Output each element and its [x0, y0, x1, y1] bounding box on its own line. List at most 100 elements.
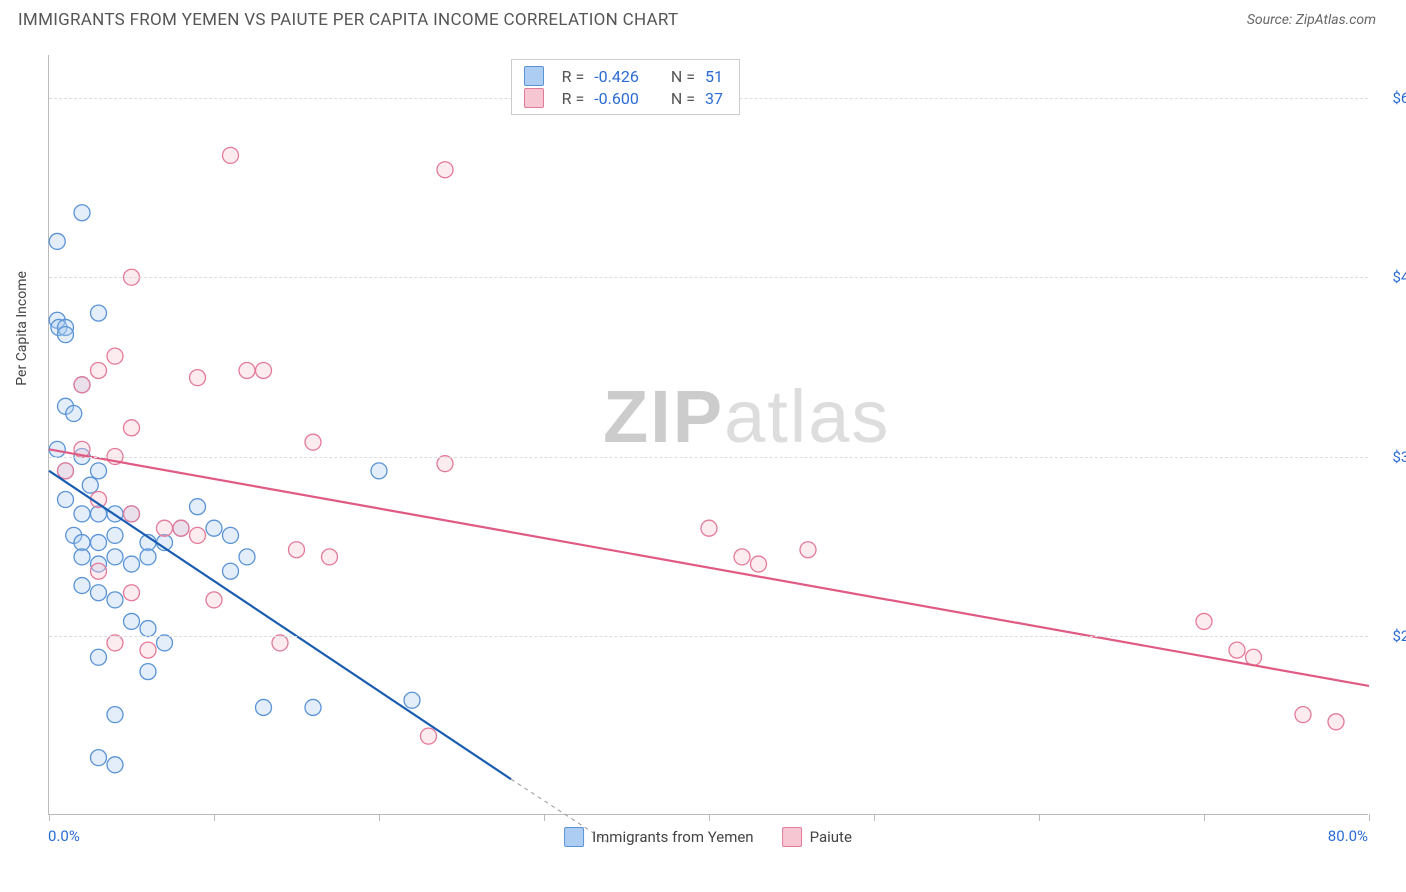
source-attribution: Source: ZipAtlas.com [1247, 12, 1376, 28]
data-point [734, 549, 750, 565]
data-point [124, 556, 140, 572]
data-point [91, 463, 107, 479]
data-point [437, 456, 453, 472]
data-point [751, 556, 767, 572]
y-tick-label: $22,500 [1392, 627, 1406, 645]
y-tick-label: $47,500 [1392, 268, 1406, 286]
data-point [437, 162, 453, 178]
n-value-paiute: 37 [705, 89, 723, 108]
data-point [223, 527, 239, 543]
data-point [107, 592, 123, 608]
legend-item-yemen: Immigrants from Yemen [564, 827, 754, 847]
data-point [190, 499, 206, 515]
data-point [58, 463, 74, 479]
data-point [371, 463, 387, 479]
data-point [206, 592, 222, 608]
data-point [74, 549, 90, 565]
x-tick [49, 814, 50, 821]
x-max-label: 80.0% [1328, 827, 1368, 845]
data-point [107, 348, 123, 364]
x-tick [874, 814, 875, 821]
data-point [140, 549, 156, 565]
legend-item-paiute: Paiute [782, 827, 852, 847]
data-point [74, 535, 90, 551]
data-point [289, 542, 305, 558]
data-point [1328, 714, 1344, 730]
regression-line [49, 449, 1369, 686]
swatch-icon [524, 66, 544, 86]
scatter-svg [49, 55, 1368, 814]
data-point [190, 527, 206, 543]
data-point [124, 420, 140, 436]
stats-legend-box: R = -0.426 N = 51 R = -0.600 N = 37 [511, 59, 740, 115]
data-point [91, 305, 107, 321]
r-label: R = [562, 89, 585, 108]
n-value-yemen: 51 [705, 67, 723, 86]
data-point [91, 362, 107, 378]
data-point [91, 535, 107, 551]
swatch-icon [564, 827, 584, 847]
stats-row-paiute: R = -0.600 N = 37 [524, 87, 723, 109]
x-tick [1369, 814, 1370, 821]
data-point [800, 542, 816, 558]
gridline [49, 636, 1368, 637]
data-point [272, 635, 288, 651]
data-point [322, 549, 338, 565]
regression-line [49, 471, 511, 779]
x-tick [544, 814, 545, 821]
data-point [58, 492, 74, 508]
r-value-paiute: -0.600 [594, 89, 639, 108]
data-point [256, 362, 272, 378]
data-point [1229, 642, 1245, 658]
data-point [49, 233, 65, 249]
data-point [91, 750, 107, 766]
data-point [124, 506, 140, 522]
data-point [404, 692, 420, 708]
data-point [305, 699, 321, 715]
r-label: R = [562, 67, 585, 86]
data-point [74, 578, 90, 594]
data-point [107, 635, 123, 651]
n-label: N = [671, 89, 695, 108]
stats-row-yemen: R = -0.426 N = 51 [524, 65, 723, 87]
data-point [66, 405, 82, 421]
source-label: Source: [1247, 12, 1292, 28]
x-tick [709, 814, 710, 821]
swatch-icon [782, 827, 802, 847]
r-value-yemen: -0.426 [594, 67, 639, 86]
data-point [140, 664, 156, 680]
y-tick-label: $35,000 [1392, 448, 1406, 466]
data-point [140, 642, 156, 658]
data-point [107, 527, 123, 543]
plot-area: ZIPatlas R = -0.426 N = 51 R = -0.600 N … [48, 55, 1368, 815]
data-point [190, 370, 206, 386]
data-point [124, 613, 140, 629]
x-tick [1204, 814, 1205, 821]
x-tick [214, 814, 215, 821]
data-point [157, 520, 173, 536]
data-point [701, 520, 717, 536]
data-point [91, 585, 107, 601]
legend-label-yemen: Immigrants from Yemen [592, 828, 754, 846]
gridline [49, 457, 1368, 458]
bottom-legend: Immigrants from Yemen Paiute [564, 827, 852, 847]
n-label: N = [671, 67, 695, 86]
legend-label-paiute: Paiute [810, 828, 852, 846]
chart-container: Per Capita Income ZIPatlas R = -0.426 N … [48, 55, 1368, 815]
data-point [74, 506, 90, 522]
data-point [91, 563, 107, 579]
data-point [256, 699, 272, 715]
data-point [223, 563, 239, 579]
data-point [91, 649, 107, 665]
swatch-icon [524, 88, 544, 108]
data-point [173, 520, 189, 536]
data-point [107, 707, 123, 723]
data-point [421, 728, 437, 744]
data-point [107, 757, 123, 773]
data-point [239, 549, 255, 565]
data-point [58, 327, 74, 343]
data-point [74, 377, 90, 393]
gridline [49, 277, 1368, 278]
data-point [124, 585, 140, 601]
chart-header: IMMIGRANTS FROM YEMEN VS PAIUTE PER CAPI… [0, 0, 1406, 36]
